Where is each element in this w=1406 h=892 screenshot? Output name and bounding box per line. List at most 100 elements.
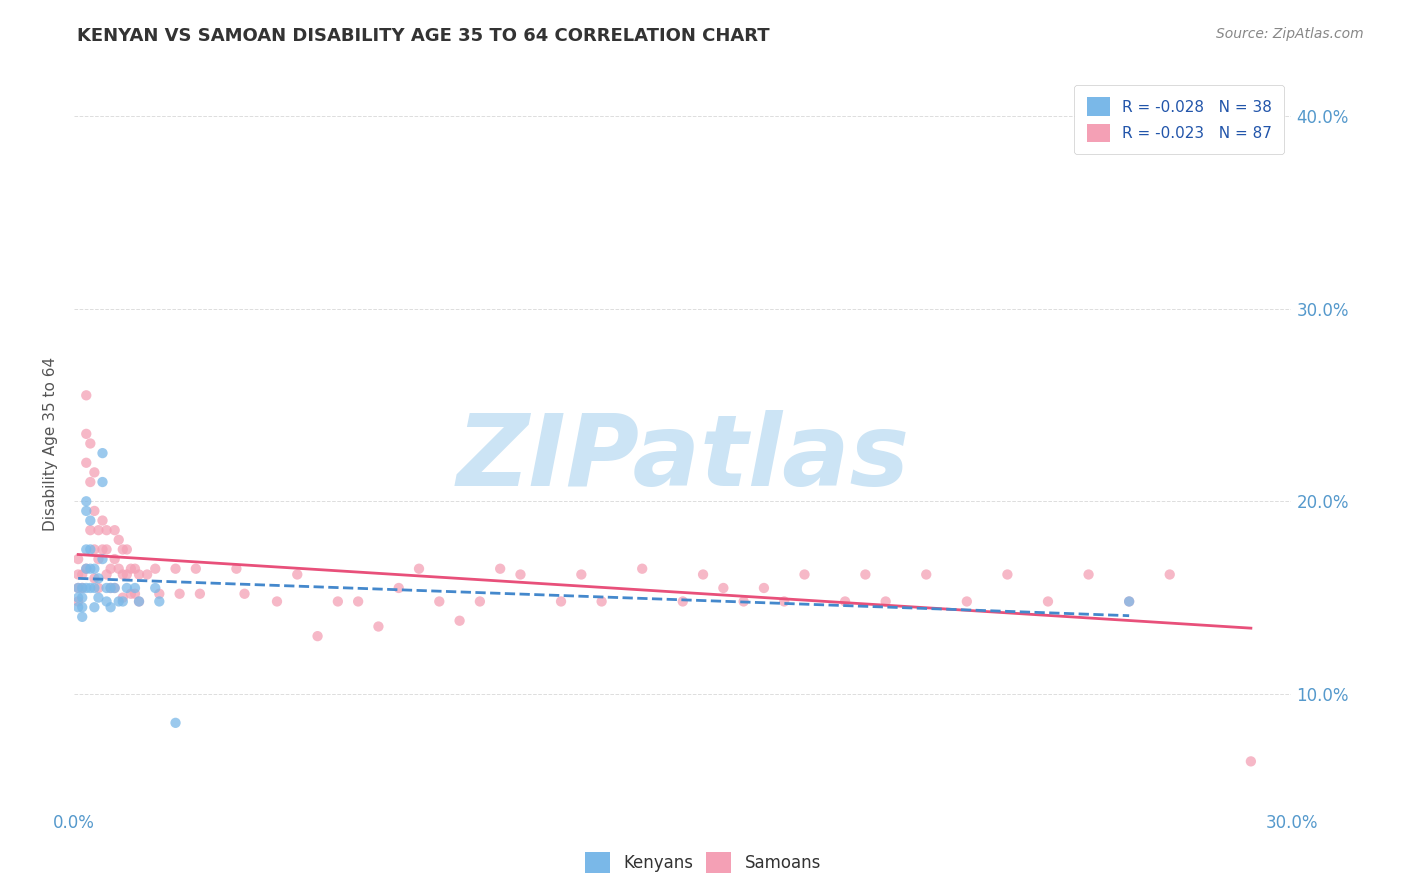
Point [591, 594, 613, 608]
Point [1118, 594, 1140, 608]
Point [96, 567, 118, 582]
Point [1118, 594, 1140, 608]
Point [120, 562, 142, 576]
Point [67, 552, 90, 566]
Point [83, 504, 105, 518]
Text: Source: ZipAtlas.com: Source: ZipAtlas.com [1216, 27, 1364, 41]
Point [96, 581, 118, 595]
Point [100, 600, 122, 615]
Point [1077, 567, 1099, 582]
Point [75, 388, 97, 402]
Point [111, 567, 134, 582]
Point [107, 533, 129, 547]
Point [449, 614, 471, 628]
Point [468, 594, 491, 608]
Point [91, 514, 114, 528]
Point [75, 562, 97, 576]
Point [115, 567, 138, 582]
Point [67, 594, 90, 608]
Point [67, 591, 90, 605]
Point [87, 523, 110, 537]
Point [70, 591, 93, 605]
Point [91, 542, 114, 557]
Point [307, 629, 329, 643]
Point [1240, 755, 1263, 769]
Point [104, 523, 127, 537]
Point [104, 581, 127, 595]
Point [87, 581, 110, 595]
Point [489, 562, 512, 576]
Point [408, 562, 430, 576]
Point [70, 600, 93, 615]
Point [115, 542, 138, 557]
Point [184, 562, 207, 576]
Point [115, 581, 138, 595]
Point [773, 594, 796, 608]
Point [83, 466, 105, 480]
Point [70, 581, 93, 595]
Point [79, 542, 101, 557]
Point [367, 619, 389, 633]
Point [128, 567, 150, 582]
Point [111, 594, 134, 608]
Point [104, 581, 127, 595]
Point [67, 600, 90, 615]
Point [124, 587, 146, 601]
Point [711, 581, 734, 595]
Point [285, 567, 308, 582]
Point [83, 542, 105, 557]
Point [124, 581, 146, 595]
Point [83, 562, 105, 576]
Point [388, 581, 411, 595]
Point [509, 567, 531, 582]
Point [83, 571, 105, 585]
Point [75, 494, 97, 508]
Point [120, 587, 142, 601]
Point [75, 542, 97, 557]
Point [915, 567, 938, 582]
Point [107, 594, 129, 608]
Point [79, 581, 101, 595]
Point [70, 610, 93, 624]
Point [111, 542, 134, 557]
Point [169, 587, 191, 601]
Point [67, 581, 90, 595]
Point [91, 446, 114, 460]
Point [128, 594, 150, 608]
Point [91, 475, 114, 489]
Point [75, 504, 97, 518]
Point [75, 426, 97, 441]
Point [91, 552, 114, 566]
Point [100, 581, 122, 595]
Point [853, 567, 876, 582]
Point [67, 581, 90, 595]
Point [75, 456, 97, 470]
Point [124, 562, 146, 576]
Point [79, 514, 101, 528]
Point [266, 594, 288, 608]
Point [83, 600, 105, 615]
Point [79, 475, 101, 489]
Point [188, 587, 211, 601]
Point [143, 562, 166, 576]
Point [79, 436, 101, 450]
Point [70, 567, 93, 582]
Point [136, 567, 159, 582]
Legend: R = -0.028   N = 38, R = -0.023   N = 87: R = -0.028 N = 38, R = -0.023 N = 87 [1074, 85, 1284, 154]
Point [87, 571, 110, 585]
Point [165, 562, 187, 576]
Point [96, 523, 118, 537]
Point [143, 581, 166, 595]
Point [793, 567, 815, 582]
Point [111, 591, 134, 605]
Point [427, 594, 450, 608]
Point [692, 567, 714, 582]
Point [550, 594, 572, 608]
Point [225, 562, 247, 576]
Point [326, 594, 349, 608]
Point [148, 594, 170, 608]
Point [70, 581, 93, 595]
Point [1159, 567, 1181, 582]
Text: KENYAN VS SAMOAN DISABILITY AGE 35 TO 64 CORRELATION CHART: KENYAN VS SAMOAN DISABILITY AGE 35 TO 64… [77, 27, 770, 45]
Point [165, 715, 187, 730]
